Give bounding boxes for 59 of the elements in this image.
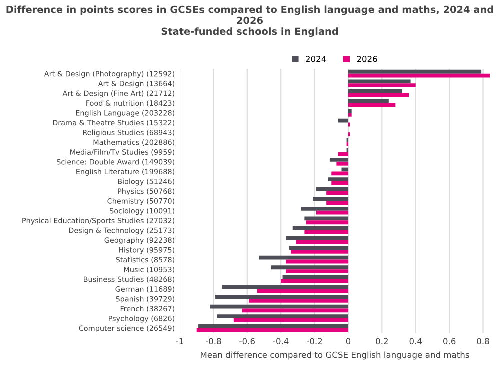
- bar: [304, 216, 348, 221]
- bar: [348, 99, 389, 104]
- x-tick-label: -0.2: [307, 338, 322, 345]
- bar: [259, 256, 348, 260]
- bar: [286, 270, 348, 274]
- legend-label: 2024: [306, 56, 326, 62]
- bar: [234, 318, 348, 322]
- bar: [348, 70, 482, 74]
- bar: [330, 158, 348, 162]
- x-tick-label: -0.8: [206, 338, 222, 345]
- x-axis-title: Mean difference compared to GCSE English language and maths: [201, 352, 470, 360]
- bar: [291, 250, 348, 254]
- bar: [332, 182, 348, 186]
- bar: [249, 298, 348, 303]
- bar: [290, 246, 348, 250]
- bar: [348, 109, 352, 113]
- bar: [348, 112, 352, 117]
- bar: [326, 191, 348, 196]
- x-tick-label: -0.6: [240, 338, 255, 345]
- bar: [338, 118, 348, 123]
- x-tick-label: 0: [346, 338, 351, 345]
- bar: [258, 289, 348, 294]
- bar: [215, 295, 348, 299]
- bar: [316, 187, 348, 192]
- bar: [222, 285, 348, 290]
- bar: [348, 80, 411, 84]
- bar: [286, 260, 348, 264]
- bar: [316, 210, 348, 215]
- bar: [336, 162, 348, 166]
- bar: [282, 275, 348, 280]
- bar: [270, 266, 348, 270]
- bar: [217, 314, 348, 319]
- bar: [348, 89, 402, 94]
- bar: [313, 197, 348, 202]
- x-tick-label: 0.2: [376, 338, 388, 345]
- legend-label: 2026: [357, 56, 378, 62]
- bar: [326, 201, 348, 205]
- bar: [306, 220, 348, 225]
- bar: [348, 84, 416, 88]
- x-tick-label: 0.4: [410, 338, 422, 345]
- bar: [304, 230, 348, 234]
- bar: [286, 236, 348, 240]
- bar: [301, 206, 348, 211]
- bar: [348, 103, 396, 108]
- bar: [198, 324, 348, 328]
- bar: [338, 152, 348, 156]
- x-tick-label: -0.4: [273, 338, 289, 345]
- bar: [332, 172, 348, 176]
- bar: [242, 308, 348, 313]
- x-tick-label: 0.6: [443, 338, 456, 345]
- chart-title: Difference in points scores in GCSEs compared to English language and maths, 2024 and 2026 State-funded schools in England: [6, 6, 494, 38]
- x-tick-label: 0.8: [477, 338, 490, 345]
- bar: [281, 279, 348, 284]
- bar: [296, 240, 348, 244]
- bar: [292, 226, 348, 230]
- x-tick-label: -1: [176, 338, 184, 344]
- bar: [342, 168, 348, 172]
- bar: [348, 93, 410, 98]
- bar: [328, 178, 348, 182]
